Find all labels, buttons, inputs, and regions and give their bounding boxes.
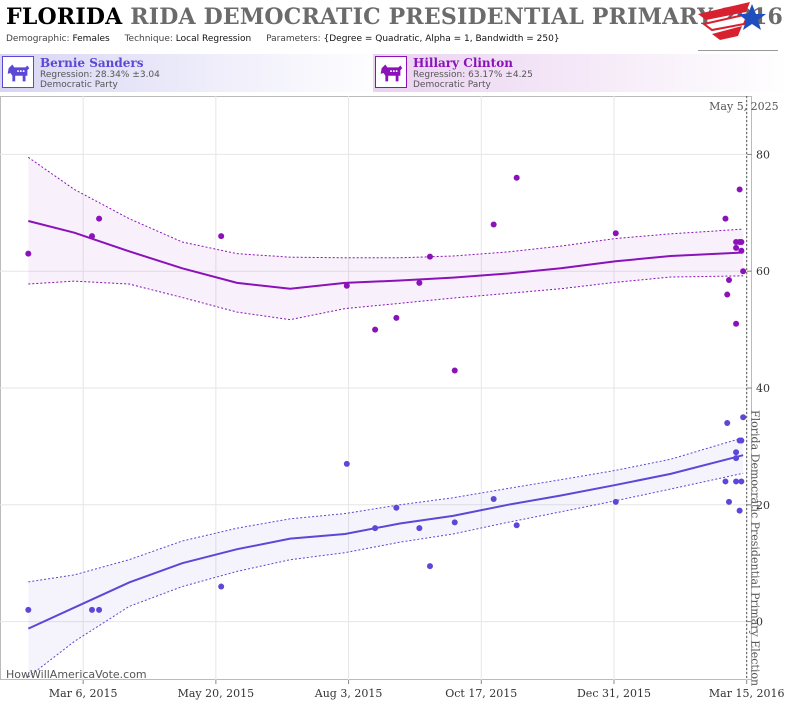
poll-point xyxy=(612,230,619,237)
poll-point xyxy=(733,449,740,456)
poll-point xyxy=(343,460,350,467)
y-tick-label: 0 xyxy=(756,616,763,629)
poll-point xyxy=(724,291,731,298)
x-tick-label: Aug 3, 2015 xyxy=(314,687,383,700)
page-title: FLORIDA RIDA DEMOCRATIC PRESIDENTIAL PRI… xyxy=(6,4,783,30)
poll-point xyxy=(490,495,497,502)
poll-point xyxy=(736,186,743,193)
param-parameters-label: Parameters: xyxy=(266,34,321,44)
upper-bound-line xyxy=(28,437,744,583)
poll-point xyxy=(490,221,497,228)
confidence-band xyxy=(28,157,744,320)
param-technique-value: Local Regression xyxy=(175,34,252,44)
poll-point xyxy=(725,498,732,505)
poll-point xyxy=(393,314,400,321)
donkey-icon xyxy=(375,56,407,88)
title-election: RIDA DEMOCRATIC PRESIDENTIAL PRIMARY 201… xyxy=(130,4,783,30)
lower-bound-line xyxy=(28,275,744,321)
poll-point xyxy=(96,215,103,222)
y-tick-label: 20 xyxy=(756,499,770,512)
x-tick-label: Mar 15, 2016 xyxy=(709,687,785,700)
candidate-name: Bernie Sanders xyxy=(40,56,144,70)
credit-text: HowWillAmericaVote.com xyxy=(6,668,147,681)
poll-point xyxy=(25,250,32,257)
param-technique-label: Technique: xyxy=(124,34,173,44)
poll-point xyxy=(372,326,379,333)
regression-chart: Florida Democratic Presidential Primary … xyxy=(0,96,785,700)
poll-point xyxy=(738,437,745,444)
poll-point xyxy=(724,420,731,427)
y-tick-label: 80 xyxy=(756,148,770,161)
lower-bound-line xyxy=(28,472,744,678)
param-parameters-value: {Degree = Quadratic, Alpha = 1, Bandwidt… xyxy=(323,34,560,44)
donkey-icon xyxy=(2,56,34,88)
poll-point xyxy=(736,507,743,514)
x-tick-label: Oct 17, 2015 xyxy=(445,687,517,700)
candidate-card-clinton: Hillary Clinton Regression: 63.17% ±4.25… xyxy=(373,54,789,92)
poll-point xyxy=(513,522,520,529)
poll-point xyxy=(416,525,423,532)
y-tick-label: 40 xyxy=(756,382,770,395)
poll-point xyxy=(612,498,619,505)
param-demographic-value: Females xyxy=(72,34,110,44)
poll-point xyxy=(451,367,458,374)
parameter-line: Demographic: Females Technique: Local Re… xyxy=(6,34,572,44)
poll-point xyxy=(740,268,747,275)
poll-point xyxy=(218,233,225,240)
title-state: FLORIDA xyxy=(6,4,123,30)
top-date-label: May 5, 2025 xyxy=(709,100,779,113)
poll-point xyxy=(343,282,350,289)
poll-point xyxy=(218,583,225,590)
poll-point xyxy=(740,414,747,421)
candidate-party: Democratic Party xyxy=(413,80,491,90)
candidate-regression: Regression: 28.34% ±3.04 xyxy=(40,70,160,80)
poll-point xyxy=(722,478,729,485)
poll-point xyxy=(738,247,745,254)
poll-point xyxy=(738,239,745,245)
poll-point xyxy=(451,519,458,526)
poll-point xyxy=(733,244,740,251)
poll-point xyxy=(733,320,740,327)
poll-point xyxy=(738,478,745,485)
x-tick-label: Dec 31, 2015 xyxy=(577,687,651,700)
param-demographic-label: Demographic: xyxy=(6,34,70,44)
poll-point xyxy=(89,233,96,240)
poll-point xyxy=(416,279,423,286)
poll-point xyxy=(89,606,96,613)
poll-point xyxy=(733,478,740,485)
site-logo-icon xyxy=(698,2,778,51)
poll-point xyxy=(722,215,729,222)
confidence-band xyxy=(28,437,744,678)
poll-point xyxy=(372,525,379,532)
poll-point xyxy=(733,455,740,462)
poll-point xyxy=(513,174,520,181)
regression-line xyxy=(28,220,744,290)
candidate-card-sanders: Bernie Sanders Regression: 28.34% ±3.04 … xyxy=(0,54,392,92)
x-tick-label: May 20, 2015 xyxy=(178,687,255,700)
candidate-regression: Regression: 63.17% ±4.25 xyxy=(413,70,533,80)
header: FLORIDA RIDA DEMOCRATIC PRESIDENTIAL PRI… xyxy=(0,0,789,52)
poll-point xyxy=(25,606,32,613)
y-tick-label: 60 xyxy=(756,265,770,278)
election-label: Florida Democratic Presidential Primary … xyxy=(749,410,762,686)
poll-point xyxy=(96,606,103,613)
candidate-party: Democratic Party xyxy=(40,80,118,90)
poll-point xyxy=(725,276,732,283)
poll-point xyxy=(426,563,433,570)
poll-point xyxy=(426,253,433,260)
candidate-name: Hillary Clinton xyxy=(413,56,513,70)
poll-point xyxy=(393,504,400,511)
x-tick-label: Mar 6, 2015 xyxy=(49,687,118,700)
